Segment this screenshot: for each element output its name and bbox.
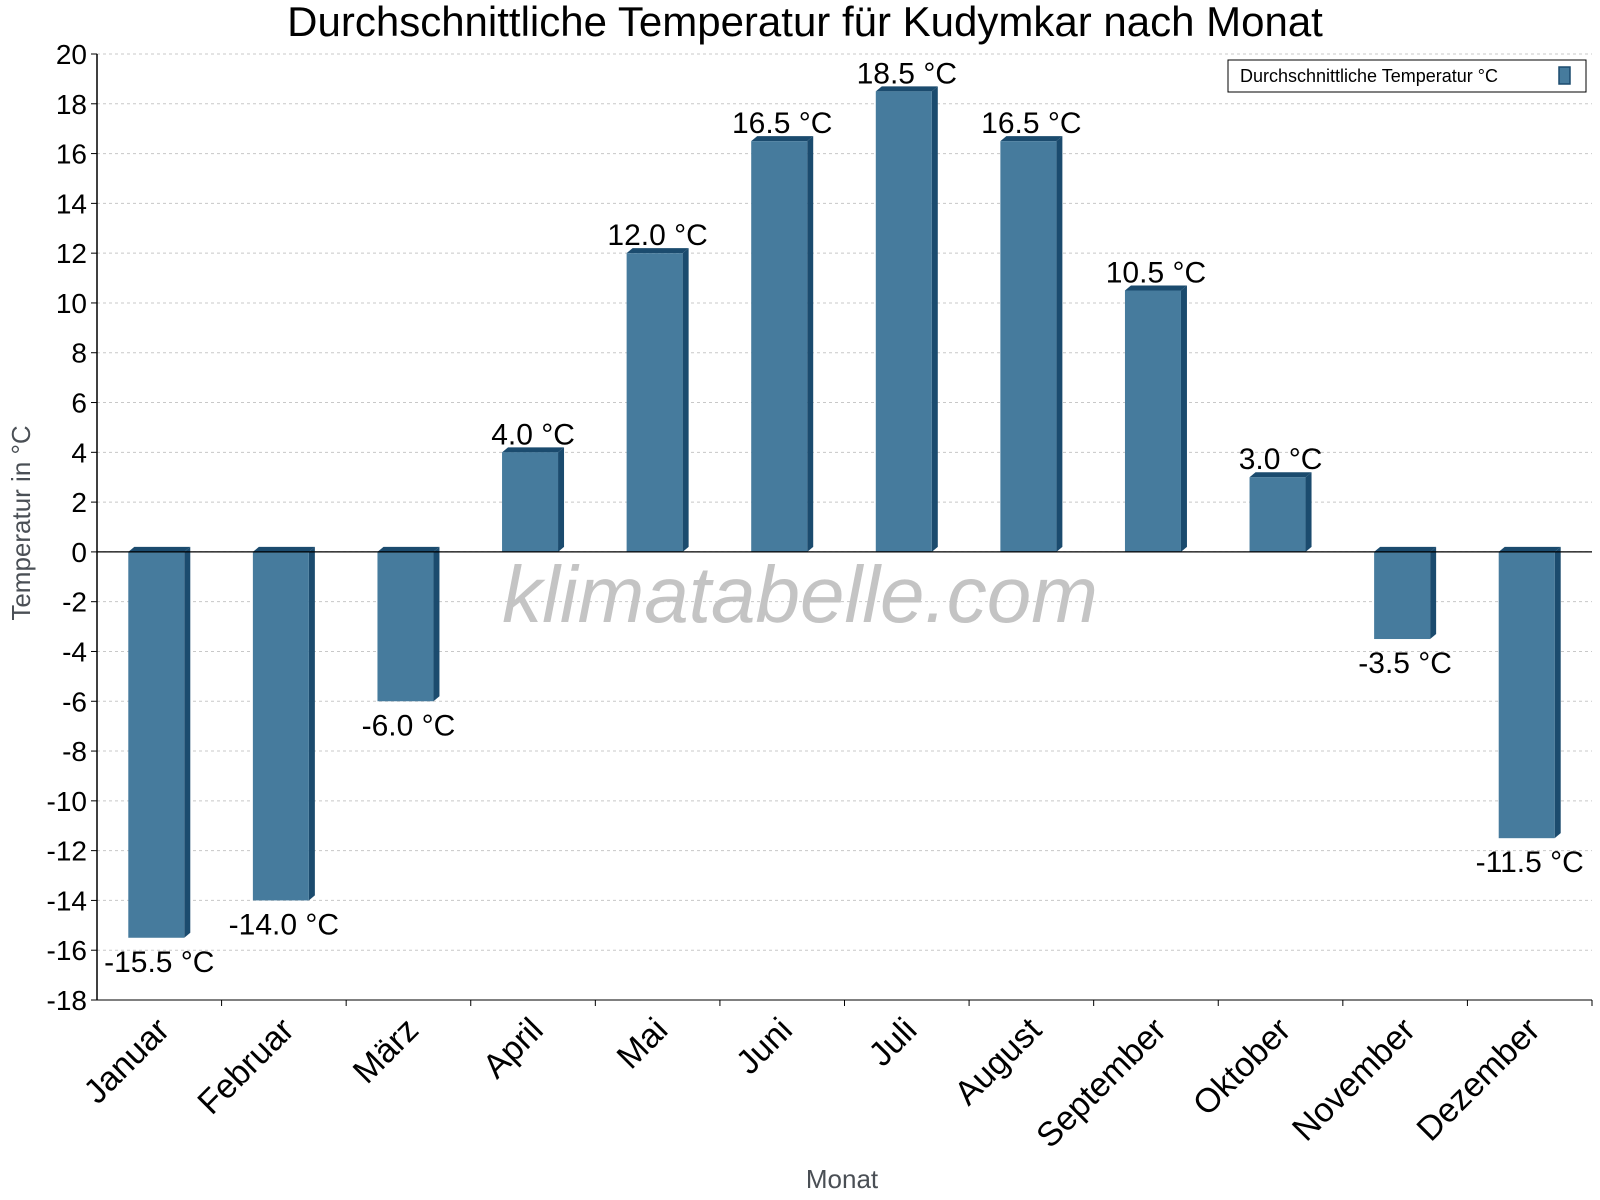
data-label: 16.5 °C bbox=[981, 107, 1081, 140]
bar-side bbox=[682, 248, 689, 552]
bar-top bbox=[252, 546, 315, 552]
x-tick-label: Juli bbox=[861, 1011, 924, 1074]
data-label: 12.0 °C bbox=[607, 219, 707, 252]
x-tick-label: April bbox=[476, 1011, 551, 1086]
y-tick-label: -6 bbox=[62, 686, 87, 717]
data-label: 4.0 °C bbox=[491, 418, 575, 451]
bar-side bbox=[1430, 546, 1437, 640]
data-label: -15.5 °C bbox=[104, 946, 214, 979]
x-tick-labels: Januar Februar März April Mai Juni Juli AugustS… bbox=[77, 1010, 1548, 1155]
y-tick-label: 12 bbox=[56, 238, 87, 269]
bar-top bbox=[1374, 546, 1437, 552]
x-tick-label: Februar bbox=[190, 1011, 301, 1122]
bar-side bbox=[807, 136, 814, 552]
bar bbox=[252, 551, 309, 901]
x-tick-label: November bbox=[1285, 1011, 1423, 1149]
y-tick-label: -10 bbox=[47, 786, 87, 817]
y-tick-label: 18 bbox=[56, 89, 87, 120]
bar-side bbox=[558, 447, 565, 552]
legend-box bbox=[1227, 59, 1587, 93]
bar-top bbox=[875, 86, 938, 92]
bar bbox=[1124, 290, 1181, 552]
y-tick-label: -14 bbox=[47, 885, 87, 916]
x-tick-label: Juni bbox=[729, 1011, 800, 1082]
bar-side bbox=[308, 546, 315, 901]
bar bbox=[1374, 551, 1431, 640]
gridlines bbox=[97, 53, 1592, 1001]
y-axis-label: Temperatur in °C bbox=[6, 425, 36, 620]
data-label: 10.5 °C bbox=[1106, 257, 1206, 290]
y-tick-label: 10 bbox=[56, 288, 87, 319]
x-tick-label: Januar bbox=[77, 1011, 177, 1111]
bar bbox=[1000, 141, 1057, 552]
x-tick-label: März bbox=[346, 1011, 426, 1091]
legend-label: Durchschnittliche Temperatur °C bbox=[1240, 66, 1498, 86]
bar-top bbox=[1124, 285, 1187, 291]
bar bbox=[626, 253, 683, 552]
bar-side bbox=[1554, 546, 1561, 839]
data-label: 3.0 °C bbox=[1239, 443, 1323, 476]
data-label: -6.0 °C bbox=[362, 709, 456, 742]
bar-top bbox=[1498, 546, 1561, 552]
y-tick-label: 0 bbox=[71, 537, 87, 568]
bar bbox=[875, 91, 932, 552]
y-tick-label: 16 bbox=[56, 139, 87, 170]
watermark: klimatabelle.com bbox=[502, 550, 1098, 639]
x-tick-label: September bbox=[1029, 1011, 1173, 1155]
data-label: 16.5 °C bbox=[732, 107, 832, 140]
x-tick-label: Oktober bbox=[1186, 1011, 1298, 1123]
axes bbox=[91, 53, 1593, 1006]
chart-title: Durchschnittliche Temperatur für Kudymka… bbox=[287, 0, 1323, 45]
legend: Durchschnittliche Temperatur °C bbox=[1227, 59, 1587, 93]
y-tick-label: -2 bbox=[62, 587, 87, 618]
bar-side bbox=[433, 546, 440, 702]
bar-side bbox=[1305, 472, 1312, 552]
bar-side bbox=[1056, 136, 1063, 552]
y-tick-label: 20 bbox=[56, 39, 87, 70]
bar bbox=[377, 551, 434, 702]
data-labels: -15.5 °C -14.0 °C -6.0 °C 4.0 °C 12.0 °C 16.5… bbox=[104, 57, 1584, 978]
y-tick-label: 6 bbox=[71, 388, 87, 419]
data-label: -3.5 °C bbox=[1358, 647, 1452, 680]
y-tick-label: 14 bbox=[56, 188, 87, 219]
bar-top bbox=[502, 447, 565, 453]
bars bbox=[128, 86, 1561, 938]
bar-top bbox=[377, 546, 440, 552]
bar-top bbox=[1249, 472, 1312, 478]
bar-side bbox=[1180, 285, 1187, 552]
x-tick-label: Mai bbox=[610, 1011, 676, 1077]
y-tick-label: -18 bbox=[47, 985, 87, 1016]
y-tick-label: 8 bbox=[71, 338, 87, 369]
data-label: -14.0 °C bbox=[229, 908, 339, 941]
bar-top bbox=[128, 546, 191, 552]
bar bbox=[502, 452, 559, 552]
bar-top bbox=[626, 248, 689, 254]
bar bbox=[1249, 477, 1306, 552]
bar-side bbox=[184, 546, 191, 938]
bar-side bbox=[931, 86, 938, 552]
y-tick-label: -8 bbox=[62, 736, 87, 767]
bar bbox=[128, 551, 185, 938]
bar bbox=[1498, 551, 1555, 839]
bar bbox=[751, 141, 808, 552]
bar-top bbox=[751, 136, 814, 142]
bar-top bbox=[1000, 136, 1063, 142]
x-tick-label: Dezember bbox=[1410, 1011, 1548, 1149]
data-label: -11.5 °C bbox=[1476, 846, 1584, 879]
x-tick-label: August bbox=[947, 1010, 1049, 1112]
y-tick-label: -12 bbox=[47, 836, 87, 867]
data-label: 18.5 °C bbox=[857, 57, 957, 90]
x-axis-label: Monat bbox=[806, 1164, 879, 1194]
legend-swatch bbox=[1558, 66, 1571, 85]
y-tick-label: 2 bbox=[71, 487, 87, 518]
y-tick-label: 4 bbox=[71, 437, 87, 468]
y-tick-labels: -18 -16 -14 -12 -10 -8 -6 -4 -2 0 2 4 6 8 10 12 14 16 18 20 bbox=[47, 39, 87, 1016]
y-tick-label: -16 bbox=[47, 935, 87, 966]
y-tick-label: -4 bbox=[62, 636, 87, 667]
